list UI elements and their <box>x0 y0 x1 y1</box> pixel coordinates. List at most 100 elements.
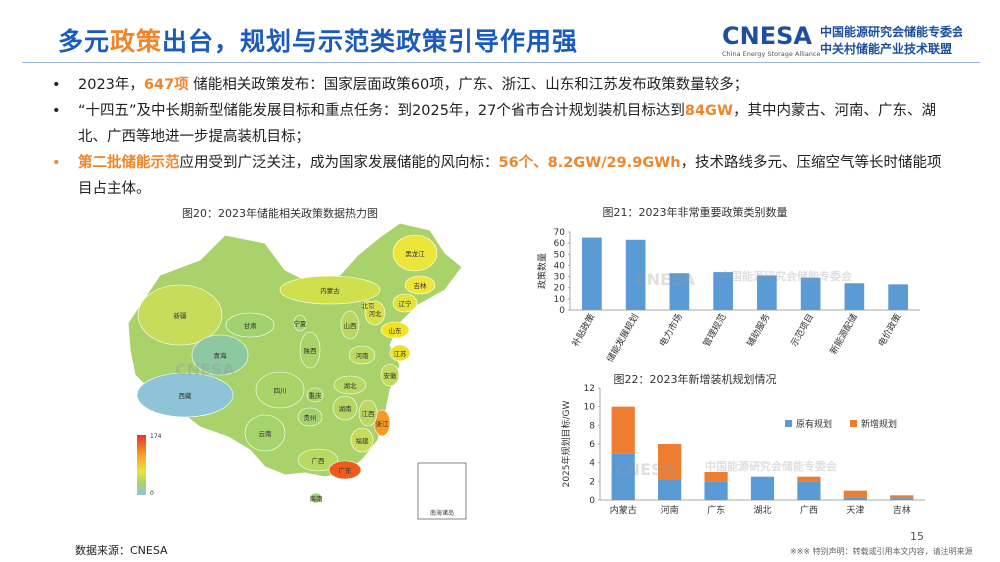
bullet-segment: “十四五”及中长期新型储能发展目标和重点任务：到2025年，27个省市合计规划装… <box>78 103 685 119</box>
bar-segment <box>843 497 867 500</box>
province <box>348 345 376 365</box>
watermark: CNESA <box>615 460 676 479</box>
x-tick-label: 广东 <box>707 504 725 516</box>
province <box>350 427 374 453</box>
province <box>392 234 438 272</box>
province-label: 甘肃 <box>244 321 258 330</box>
x-tick-label: 辅助服务 <box>744 312 772 349</box>
province-label: 吉林 <box>414 281 428 290</box>
bullet-segment: 647项 <box>143 77 189 93</box>
slide-title: 多元政策出台，规划与示范类政策引导作用强 <box>58 22 578 58</box>
province-label: 云南 <box>259 429 273 438</box>
bullet-segment: 2023年， <box>78 77 144 93</box>
bar-segment <box>750 476 775 500</box>
y-tick-label: 10 <box>584 403 596 413</box>
x-tick-label: 广西 <box>800 504 818 516</box>
legend-swatch <box>850 420 857 427</box>
watermark: CNESA <box>175 360 236 379</box>
y-axis-label: 2025年规划目标/GW <box>560 400 572 487</box>
inset-box <box>417 462 467 520</box>
source: 数据来源：CNESA <box>75 544 168 557</box>
province-label: 湖南 <box>339 404 353 413</box>
bar <box>669 273 690 310</box>
province-label: 山东 <box>389 326 403 335</box>
y-tick-label: 0 <box>589 496 595 506</box>
y-tick-label: 70 <box>554 228 566 238</box>
province <box>404 275 436 295</box>
y-tick-label: 6 <box>589 440 595 450</box>
province <box>380 363 400 387</box>
inset-label: 南海诸岛 <box>430 509 454 517</box>
x-tick-label: 电价政策 <box>875 312 903 349</box>
province <box>306 387 324 403</box>
bar-segment <box>890 498 914 500</box>
province-label: 广东 <box>339 466 353 475</box>
x-tick-label: 吉林 <box>893 504 911 516</box>
bar <box>888 284 908 310</box>
bullet: • 第二批储能示范应用受到广泛关注，成为国家发展储能的风向标：56个、8.2GW/… <box>52 150 947 202</box>
bullet-segment: 应用受到广泛关注，成为国家发展储能的风向标： <box>179 155 499 171</box>
bullet-segment: ，其中内蒙古、河南、广东、湖北、广西等地进一步提高装机目标； <box>78 103 936 145</box>
bar-segment <box>797 476 821 482</box>
title-rule <box>22 62 980 63</box>
province-label: 内蒙古 <box>320 286 340 295</box>
legend-max: 174 <box>150 433 162 440</box>
province <box>380 321 410 339</box>
x-tick-label: 湖北 <box>753 505 771 516</box>
x-tick-label: 管理规范 <box>700 312 728 349</box>
bullet-text: “十四五”及中长期新型储能发展目标和重点任务：到2025年，27个省市合计规划装… <box>78 98 947 150</box>
bullet-text: 2023年，647项 储能相关政策发布：国家层面政策60项，广东、浙江、山东和江… <box>78 72 947 98</box>
bar-segment <box>704 481 728 500</box>
bar-segment <box>704 472 728 482</box>
province <box>309 492 323 504</box>
logo-sub: China Energy Storage Alliance <box>722 50 821 58</box>
bar-segment <box>890 495 914 499</box>
y-tick-label: 60 <box>554 239 566 249</box>
bullet: • 2023年，647项 储能相关政策发布：国家层面政策60项，广东、浙江、山东和… <box>52 72 947 98</box>
province-label: 安徽 <box>384 371 398 380</box>
bar-segment <box>658 479 682 500</box>
province-label: 海南 <box>310 494 324 503</box>
province <box>333 375 367 395</box>
chart-title: 图21：2023年非常重要政策类别数量 <box>603 205 788 219</box>
x-tick-label: 示范项目 <box>788 312 816 349</box>
bullet-segment: ，技术路线多元、压缩空气等长时储能项目占主体。 <box>78 155 942 197</box>
bar-segment <box>843 490 867 498</box>
logo-line: 中关村储能产业技术联盟 <box>820 41 952 56</box>
province-label: 宁夏 <box>294 319 308 328</box>
bar <box>625 239 646 310</box>
province <box>328 460 362 480</box>
bullet-segment: 56个、8.2GW/29.9GWh <box>498 155 681 171</box>
page-number: 15 <box>910 530 924 543</box>
bar <box>713 272 733 310</box>
province-label: 广西 <box>312 456 326 465</box>
bullet-dot: • <box>52 155 61 171</box>
bullet-segment: 84GW <box>684 103 733 119</box>
bar <box>800 277 821 310</box>
x-tick-label: 内蒙古 <box>610 504 637 516</box>
chart: 图22：2023年新增装机规划情况 2025年规划目标/GW 0 2 4 6 8 10 12 内蒙… <box>560 372 925 516</box>
legend-scale <box>137 435 146 495</box>
logo-mark: CNESA <box>722 22 812 50</box>
note: ※※※ 特别声明：转载或引用本文内容，请注明来源 <box>790 547 973 556</box>
map-title: 图20：2023年储能相关政策数据热力图 <box>182 206 378 220</box>
province <box>244 414 286 452</box>
y-tick-label: 20 <box>554 284 566 294</box>
province <box>358 399 378 427</box>
title-part: 出台，规划与示范类政策引导作用强 <box>162 27 579 56</box>
bar <box>757 275 777 310</box>
bullet-segment: 储能相关政策发布：国家层面政策60项，广东、浙江、山东和江苏发布政策数量较多； <box>188 77 749 93</box>
province-label: 辽宁 <box>399 299 413 308</box>
x-tick-label: 新能源配储 <box>827 312 860 357</box>
bar <box>844 283 865 310</box>
y-tick-label: 30 <box>554 273 566 283</box>
y-tick-label: 2 <box>589 477 595 487</box>
province-label: 江苏 <box>394 349 408 358</box>
title-part: 政策 <box>110 27 163 56</box>
province <box>255 371 305 409</box>
province-label: 西藏 <box>179 391 193 400</box>
province <box>362 300 374 310</box>
bullet-dot: • <box>52 77 61 93</box>
